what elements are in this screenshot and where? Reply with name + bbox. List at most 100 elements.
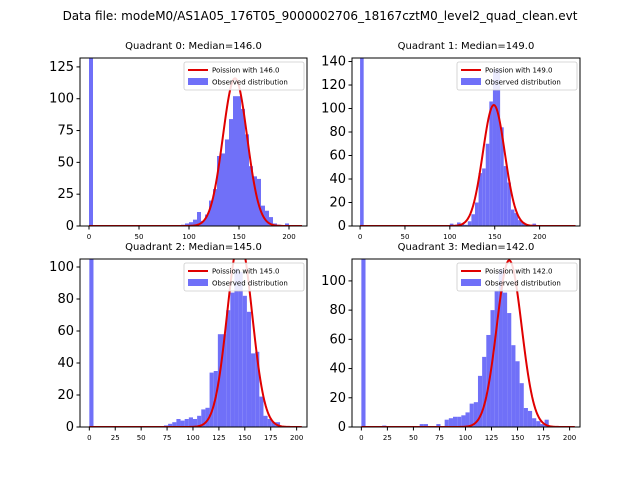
legend-bar-swatch	[461, 279, 481, 286]
x-tick-label: 200	[533, 233, 546, 241]
histogram-bar	[482, 356, 487, 427]
legend-fit-label: Poission with 142.0	[485, 268, 553, 276]
histogram-bar	[267, 419, 272, 427]
x-tick-label: 150	[511, 434, 524, 442]
histogram-bar	[515, 361, 520, 427]
axes-frame	[351, 258, 581, 428]
histogram-bar	[540, 424, 545, 427]
histogram-bar	[242, 295, 247, 427]
legend-box	[456, 262, 578, 292]
x-tick-label: 125	[485, 434, 498, 442]
histogram-bar	[444, 419, 449, 427]
x-tick-label: 100	[459, 434, 472, 442]
legend-bar-swatch	[188, 78, 208, 85]
histogram-bar	[461, 415, 466, 427]
histogram-bar	[269, 217, 273, 226]
histogram-bar	[436, 424, 441, 427]
histogram-bar	[457, 416, 462, 427]
histogram-bar	[222, 334, 227, 427]
x-tick-label: 150	[238, 434, 251, 442]
histogram-bar	[229, 119, 233, 226]
histogram-bar	[213, 189, 217, 226]
poisson-fit-line	[89, 77, 302, 226]
histogram-bar	[448, 418, 453, 427]
histogram-bar	[225, 139, 229, 226]
histogram-bar	[245, 134, 249, 226]
y-tick-label: 60	[57, 324, 74, 339]
quadrant-2-chart: 0 25 50 75 100 125 150 175 200 0 20 40 60 80 100 Quadra…	[49, 242, 308, 442]
histogram-bar	[241, 108, 245, 226]
histogram-bar	[423, 424, 428, 427]
x-tick-label: 125	[212, 434, 225, 442]
chart-title: Quadrant 0: Median=146.0	[125, 41, 262, 52]
legend-bar-label: Observed distribution	[212, 280, 288, 288]
histogram-bar	[532, 223, 537, 226]
histogram-bar	[465, 412, 470, 427]
legend-fit-label: Poission with 146.0	[212, 67, 280, 75]
y-tick-label: 20	[329, 196, 346, 211]
y-tick-label: 100	[321, 274, 346, 289]
chart-title: Quadrant 3: Median=142.0	[398, 242, 535, 253]
histogram-bar	[519, 383, 524, 427]
x-tick-label: 200	[290, 434, 303, 442]
histogram-bar	[180, 420, 185, 427]
x-tick-label: 0	[87, 233, 91, 241]
x-tick-label: 150	[232, 233, 245, 241]
histogram-bar	[205, 214, 209, 226]
histogram-bar	[478, 173, 483, 226]
histogram-bar	[457, 222, 461, 226]
y-tick-label: 80	[329, 125, 346, 140]
histogram-bar	[474, 202, 479, 226]
legend-box	[456, 61, 578, 91]
histogram-bar	[510, 209, 515, 226]
y-tick-label: 140	[321, 55, 346, 70]
histogram-bar	[221, 153, 225, 226]
x-tick-label: 25	[383, 434, 392, 442]
histogram-bar	[188, 417, 193, 427]
histogram-bar	[536, 421, 541, 427]
y-tick-label: 80	[329, 303, 346, 318]
histogram-bars	[360, 58, 537, 226]
x-tick-label: 75	[163, 434, 172, 442]
x-tick-label: 50	[409, 434, 418, 442]
histogram-bar	[205, 407, 210, 427]
histogram-bar	[502, 292, 508, 427]
histogram-bar	[527, 410, 533, 427]
x-tick-label: 175	[537, 434, 550, 442]
legend-bar-label: Observed distribution	[212, 79, 288, 87]
histogram-bar	[217, 334, 223, 427]
quadrant-1-chart: 0 50 100 150 200 0 20 40 60 80 100 120 140 Quadrant 1…	[321, 41, 581, 241]
histogram-bar	[496, 68, 501, 226]
y-tick-label: 40	[329, 172, 346, 187]
histogram-bar	[176, 419, 181, 427]
x-tick-label: 75	[435, 434, 444, 442]
legend-box	[183, 61, 305, 91]
histogram-bar	[285, 223, 289, 226]
histogram-bar	[449, 223, 454, 226]
y-tick-label: 75	[57, 124, 74, 139]
histogram-bar	[477, 375, 483, 427]
histogram-bar	[464, 224, 468, 226]
histogram-bar	[209, 200, 213, 226]
histogram-bar	[489, 101, 493, 226]
poisson-fit-line	[361, 259, 575, 427]
x-tick-label: 175	[264, 434, 277, 442]
histogram-bar	[172, 422, 177, 427]
histogram-bar	[419, 424, 424, 427]
legend-bar-label: Observed distribution	[485, 280, 561, 288]
x-tick-label: 50	[135, 233, 144, 241]
histogram-bar	[469, 403, 474, 427]
histogram-bar	[233, 96, 237, 226]
y-tick-label: 0	[66, 219, 74, 234]
legend-bar-swatch	[461, 78, 481, 85]
quadrant-0-chart: 0 50 100 150 200 0 25 50 75 100 125 Quadrant 0: Med…	[49, 41, 308, 241]
histogram-bar	[197, 212, 201, 226]
figure-suptitle: Data file: modeM0/AS1A05_176T05_90000027…	[63, 9, 578, 23]
histogram-bar	[193, 219, 197, 226]
y-tick-label: 0	[66, 420, 74, 435]
x-tick-label: 25	[111, 434, 120, 442]
histogram-bar	[249, 166, 253, 226]
histogram-bar	[490, 310, 495, 427]
